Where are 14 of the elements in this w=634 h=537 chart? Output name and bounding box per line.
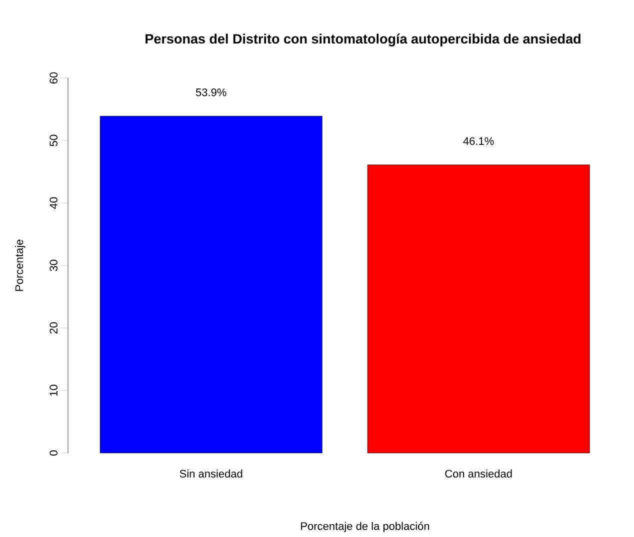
y-tick-label: 50 xyxy=(50,134,58,146)
data-label: 53.9% xyxy=(196,88,226,96)
y-tick-label: 20 xyxy=(50,322,58,334)
chart-title: Personas del Distrito con sintomatología autopercibida de ansiedad xyxy=(146,34,580,46)
y-axis-title: Porcentaje xyxy=(15,240,26,291)
y-tick-label: 10 xyxy=(50,384,58,396)
y-tick-label: 0 xyxy=(50,450,58,456)
y-tick-label: 40 xyxy=(50,197,58,209)
x-tick-label: Con ansiedad xyxy=(445,470,512,478)
x-axis-title: Porcentaje de la población xyxy=(301,522,430,532)
data-label: 46.1% xyxy=(463,137,494,145)
x-tick-label: Sin ansiedad xyxy=(180,470,242,478)
y-tick-label: 30 xyxy=(50,260,58,272)
y-tick-label: 60 xyxy=(50,72,58,84)
